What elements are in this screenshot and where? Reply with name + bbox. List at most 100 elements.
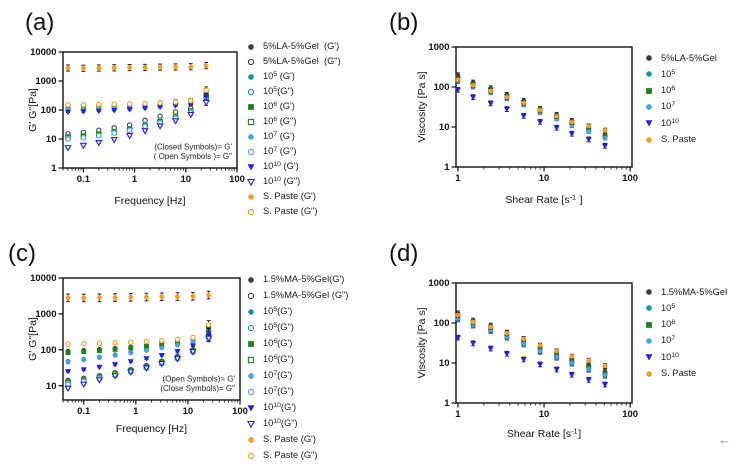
legend-label: 107(G'): [263, 370, 293, 381]
legend-label: 107(G"): [263, 386, 294, 397]
legend-label: 1.5%MA-5%Gel(G'): [263, 274, 345, 285]
chart-a-moduli-vs-frequency: 0.1 1 10 100 1 10 100 1000 10000 Frequency [Hz] G'…: [27, 47, 245, 207]
legend-item: 107 (G'): [246, 129, 341, 144]
svg-text:G' G"[Pa]: G' G"[Pa]: [27, 88, 39, 132]
svg-text:100: 100: [41, 105, 57, 116]
legend-marker-circle-closed-icon: [248, 73, 254, 80]
legend-chart-b: 5%LA-5%Gel 105 106 107 1010 S. Paste: [644, 50, 717, 148]
legend-item: 105 (G'): [246, 69, 341, 84]
svg-text:100: 100: [622, 409, 638, 420]
svg-text:1: 1: [455, 409, 461, 420]
legend-label: 106(G"): [263, 354, 294, 365]
legend-marker-circle-closed-icon: [646, 338, 652, 344]
legend-label: S. Paste: [661, 367, 697, 378]
legend-label: 5%LA-5%Gel: [661, 52, 717, 63]
legend-item: S. Paste (G'): [246, 432, 348, 448]
legend-label: 1010: [661, 117, 679, 128]
legend-label: 107: [661, 101, 676, 112]
panel-label-c: (c): [8, 240, 36, 267]
legend-marker-circle-closed-icon: [646, 136, 652, 143]
legend-marker-tri-closed-icon: [645, 120, 653, 127]
legend-item: 1010: [644, 349, 727, 365]
legend-item: 106: [644, 83, 717, 99]
legend-marker-circle-closed-icon: [646, 370, 652, 377]
legend-item: 5%LA-5%Gel (G"): [246, 54, 341, 69]
legend-label: 105(G"): [263, 322, 294, 333]
svg-text:10: 10: [539, 173, 550, 184]
legend-label: 106(G'): [263, 338, 293, 349]
svg-text:1000: 1000: [35, 76, 56, 87]
svg-text:1000: 1000: [35, 309, 56, 320]
legend-marker-circle-closed-icon: [248, 133, 254, 140]
svg-text:100: 100: [434, 82, 450, 93]
legend-marker-circle-open-icon: [247, 452, 255, 460]
svg-text:10000: 10000: [30, 273, 56, 284]
legend-marker-circle-closed-icon: [248, 193, 254, 200]
legend-item: 1010: [644, 115, 717, 131]
legend-marker-circle-closed-icon: [248, 309, 254, 315]
legend-label: S. Paste (G'): [263, 434, 316, 445]
legend-item: 107: [644, 333, 727, 349]
panel-label-a: (a): [25, 9, 55, 36]
legend-marker-circle-closed-icon: [646, 104, 652, 110]
svg-text:1: 1: [444, 398, 450, 409]
legend-label: 107 (G"): [263, 145, 297, 156]
legend-item: 5%LA-5%Gel (G'): [246, 39, 341, 54]
legend-marker-circle-open-icon: [247, 58, 255, 65]
legend-item: 105(G"): [246, 84, 341, 99]
legend-marker-tri-open-icon: [246, 420, 256, 429]
chart-b-viscosity-vs-shear-rate: 1 10 100 1 10 100 1000 Shear Rate [s-1 ] Viscosi…: [416, 42, 638, 207]
legend-item: S. Paste (G"): [246, 204, 341, 219]
legend-label: 105(G"): [263, 85, 294, 96]
legend-label: 107 (G'): [263, 130, 295, 141]
legend-marker-circle-closed-icon: [646, 55, 652, 61]
panel-label-d: (d): [389, 240, 419, 267]
legend-item: 106: [644, 317, 727, 333]
legend-label: 106: [661, 319, 676, 330]
legend-marker-circle-open-icon: [247, 148, 255, 155]
svg-text:10: 10: [439, 358, 450, 369]
svg-text:10: 10: [46, 134, 57, 145]
legend-marker-circle-closed-icon: [646, 305, 652, 312]
svg-text:10: 10: [439, 122, 450, 133]
legend-label: 105: [661, 68, 676, 79]
legend-marker-circle-closed-icon: [248, 373, 254, 379]
legend-item: 106(G'): [246, 336, 348, 352]
svg-text:1: 1: [444, 162, 450, 173]
svg-text:10000: 10000: [30, 47, 56, 58]
legend-item: 107 (G"): [246, 144, 341, 159]
legend-marker-square-closed-icon: [248, 103, 254, 110]
legend-marker-circle-open-icon: [247, 388, 255, 396]
svg-text:1: 1: [51, 163, 57, 174]
svg-text:(Closed Symbols)= G': (Closed Symbols)= G': [154, 143, 232, 152]
legend-item: 1010 (G'): [246, 159, 341, 174]
svg-text:1: 1: [455, 173, 461, 184]
svg-text:Shear Rate [s-1 ]: Shear Rate [s-1 ]: [505, 193, 582, 207]
legend-label: 1010 (G"): [263, 175, 301, 186]
legend-label: 106 (G"): [263, 115, 297, 126]
legend-item: 105(G"): [246, 320, 348, 336]
legend-marker-square-closed-icon: [646, 87, 652, 94]
svg-text:Frequency [Hz]: Frequency [Hz]: [114, 195, 185, 207]
legend-item: 107(G"): [246, 384, 348, 400]
legend-label: 1.5%MA-5%Gel (G"): [263, 290, 349, 301]
legend-marker-circle-closed-icon: [248, 437, 254, 443]
legend-item: S. Paste: [644, 131, 717, 147]
chart-d-viscosity-vs-shear-rate: 1 10 100 1 10 100 1000 Shear Rate [s-1 ] Viscosi…: [416, 278, 638, 440]
panel-label-b: (b): [389, 9, 419, 36]
svg-text:1: 1: [132, 174, 138, 185]
legend-item: 5%LA-5%Gel: [644, 50, 717, 66]
legend-label: 1.5%MA-5%Gel: [661, 286, 728, 297]
legend-item: 1010 (G"): [246, 174, 341, 189]
legend-item: 107: [644, 99, 717, 115]
legend-marker-circle-open-icon: [247, 88, 255, 95]
legend-chart-d: 1.5%MA-5%Gel 105 106 107 1010 S. Paste: [644, 284, 727, 382]
svg-text:Viscosity [Pa s]: Viscosity [Pa s]: [416, 71, 428, 142]
svg-text:100: 100: [41, 345, 57, 356]
legend-item: 106 (G'): [246, 99, 341, 114]
legend-item: 106(G"): [246, 352, 348, 368]
svg-text:10: 10: [183, 406, 194, 417]
svg-text:100: 100: [622, 173, 638, 184]
legend-marker-circle-open-icon: [247, 292, 255, 300]
